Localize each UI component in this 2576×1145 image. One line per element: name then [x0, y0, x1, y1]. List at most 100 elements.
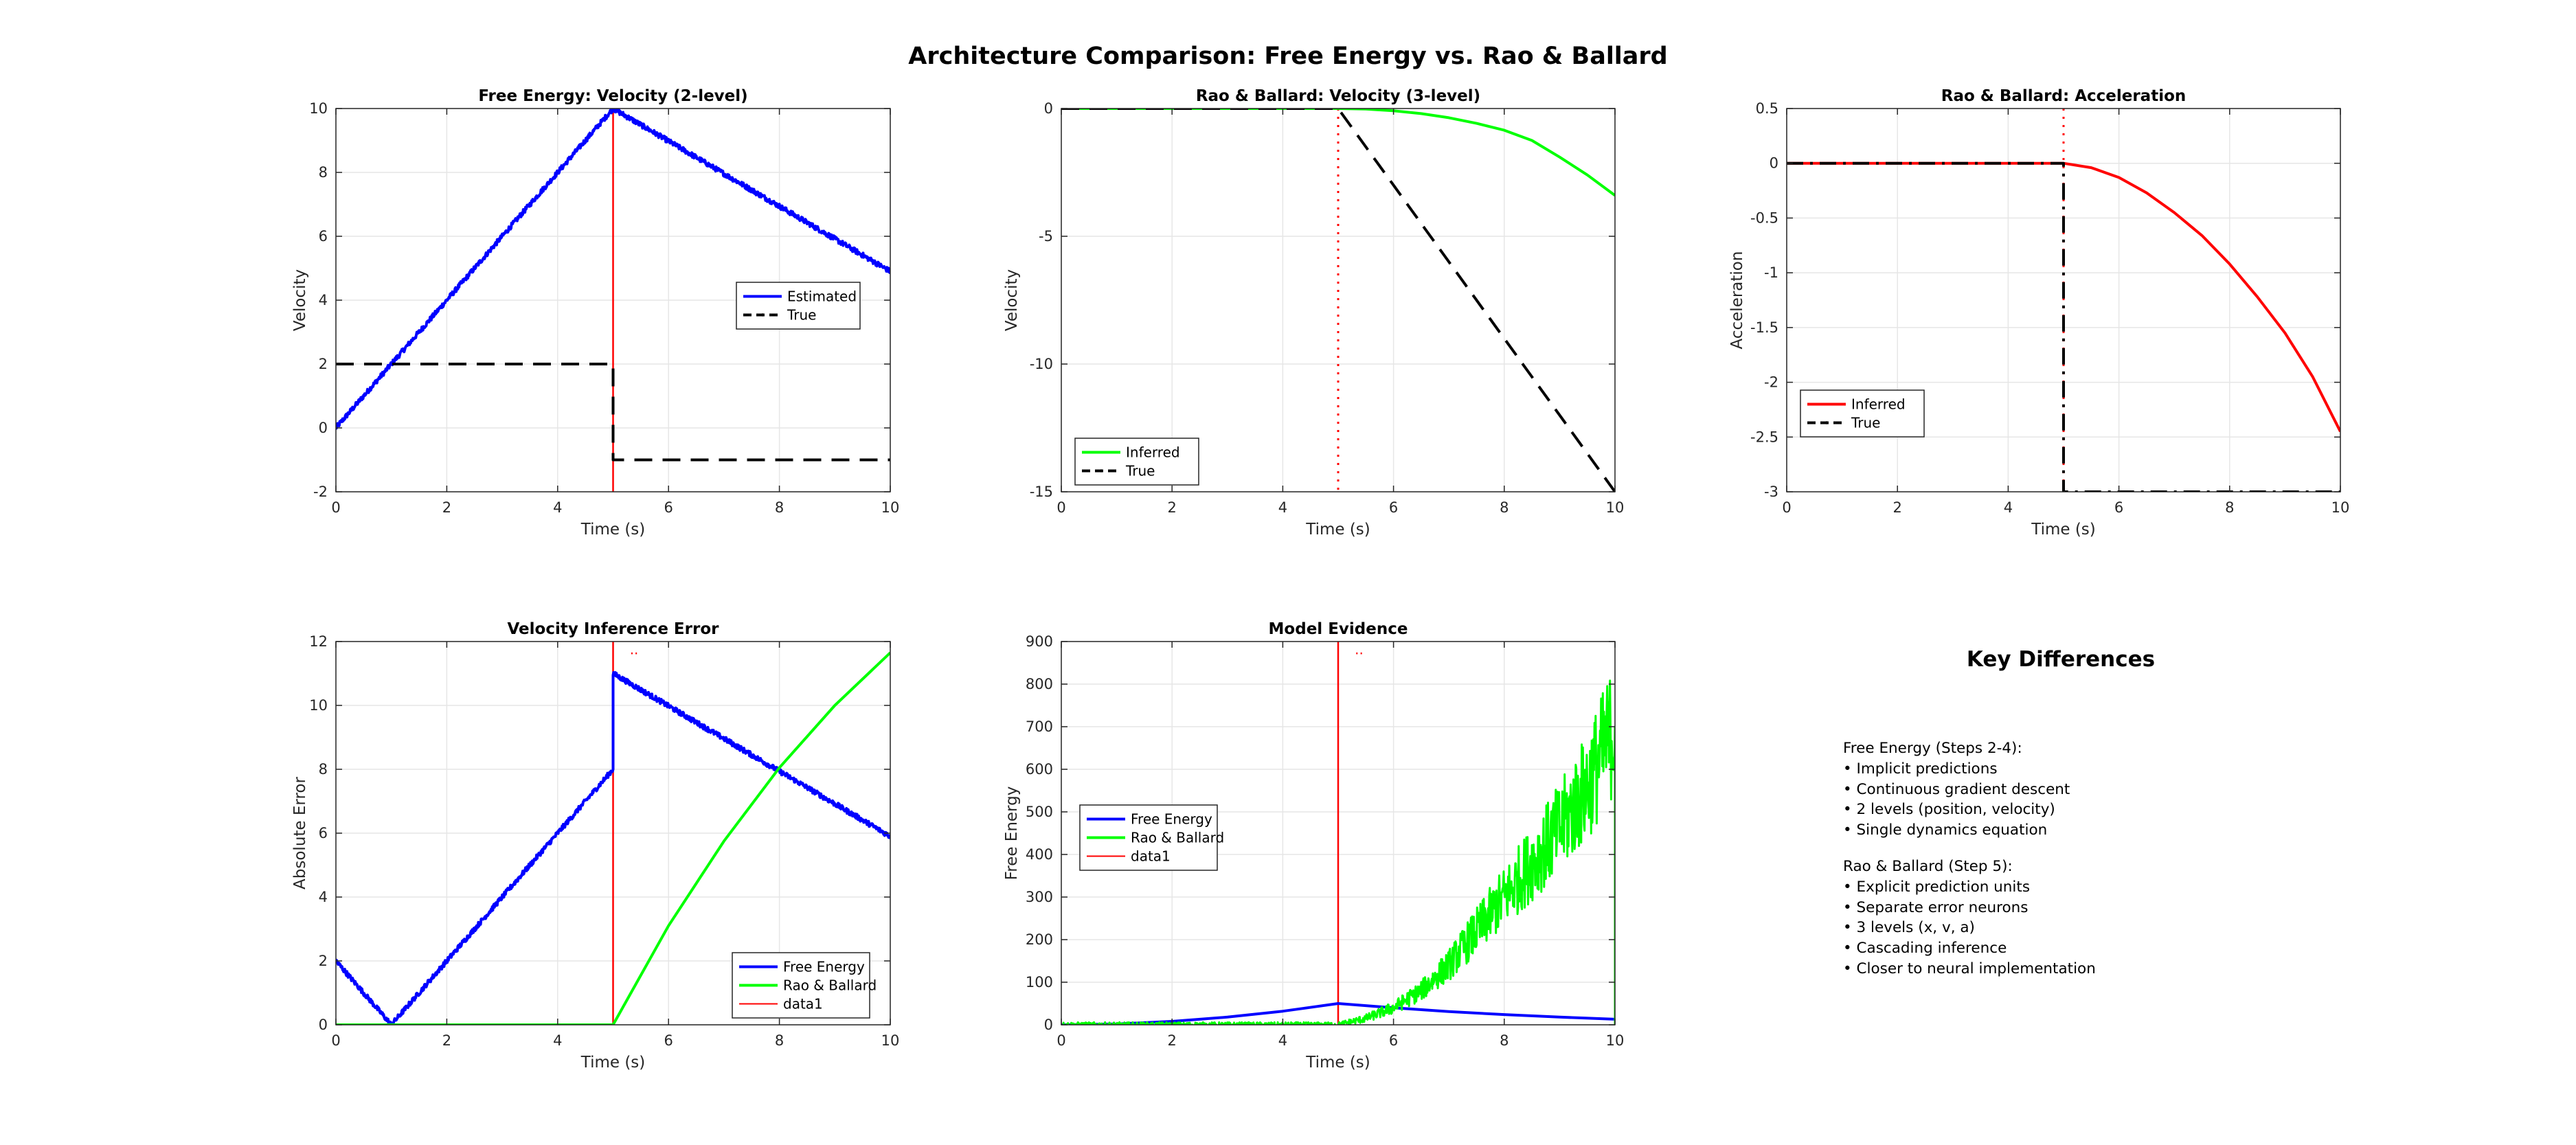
chart-rb-acceleration: 0 2 4 6 8 10 -3 -2.5 -2 -1.5 -1 -0.5 0 0.5 Rao & Balla…	[1728, 87, 2349, 539]
rao-ballard-point: • Cascading inference	[1843, 940, 2007, 957]
rao-ballard-point: • Separate error neurons	[1843, 898, 2029, 916]
y-tick-label: -1.5	[1750, 319, 1778, 336]
x-tick-label: 4	[553, 499, 562, 516]
y-tick-label: 4	[319, 889, 328, 905]
legend-box	[736, 282, 861, 330]
x-tick-label: 10	[881, 499, 900, 516]
free-energy-point: • Implicit predictions	[1843, 760, 1998, 778]
rao-ballard-heading: Rao & Ballard (Step 5):	[1843, 858, 2013, 875]
y-tick-label: -15	[1030, 484, 1053, 500]
free-energy-notes: Free Energy (Steps 2-4): • Implicit pred…	[1843, 738, 2070, 841]
x-tick-label: 10	[1606, 499, 1625, 516]
free-energy-heading: Free Energy (Steps 2-4):	[1843, 740, 2022, 757]
x-tick-label: 2	[442, 1032, 451, 1049]
y-tick-label: 100	[1026, 974, 1053, 990]
chart-title: Rao & Ballard: Acceleration	[1941, 87, 2187, 105]
y-tick-label: 800	[1026, 676, 1053, 692]
series-line-rao-ballard	[336, 651, 890, 1025]
x-tick-label: 2	[442, 499, 451, 516]
rao-ballard-point: • 3 levels (x, v, a)	[1843, 919, 1975, 937]
legend-label: Inferred	[1851, 396, 1906, 413]
x-tick-label: 6	[1389, 1032, 1398, 1049]
series-group	[336, 642, 890, 1025]
x-tick-label: 8	[1500, 499, 1509, 516]
chart-title: Free Energy: Velocity (2-level)	[478, 87, 747, 105]
x-tick-label: 4	[1278, 499, 1287, 516]
chart-title: Model Evidence	[1269, 620, 1408, 638]
marker-text: ..	[1355, 642, 1364, 658]
y-tick-label: -0.5	[1750, 209, 1778, 226]
x-axis-label: Time (s)	[580, 521, 646, 539]
x-tick-label: 6	[664, 1032, 673, 1049]
y-tick-label: 0	[1044, 100, 1053, 117]
y-axis-label: Free Energy	[1003, 786, 1021, 881]
rao-ballard-point: • Explicit prediction units	[1843, 878, 2031, 896]
y-tick-label: 400	[1026, 846, 1053, 863]
y-tick-label: 0	[1770, 155, 1778, 172]
x-axis-label: Time (s)	[580, 1054, 646, 1072]
x-tick-label: 10	[881, 1032, 900, 1049]
y-tick-label: 6	[319, 228, 328, 245]
x-tick-label: 2	[1168, 1032, 1177, 1049]
rao-ballard-point: • Closer to neural implementation	[1843, 960, 2096, 977]
legend-label: Free Energy	[1131, 811, 1212, 828]
x-axis-label: Time (s)	[1305, 521, 1370, 539]
y-tick-label: 0	[319, 1017, 328, 1033]
x-tick-label: 6	[664, 499, 673, 516]
x-tick-label: 0	[331, 499, 340, 516]
legend-label: data1	[1131, 848, 1171, 865]
x-tick-label: 10	[1606, 1032, 1625, 1049]
y-tick-label: 0	[319, 420, 328, 436]
x-axis-label: Time (s)	[1305, 1054, 1370, 1072]
x-axis-label: Time (s)	[2031, 521, 2096, 539]
rao-ballard-notes: Rao & Ballard (Step 5): • Explicit predi…	[1843, 857, 2096, 979]
x-tick-label: 8	[1500, 1032, 1509, 1049]
y-tick-label: 10	[309, 697, 328, 714]
x-tick-label: 4	[1278, 1032, 1287, 1049]
legend-dot	[1824, 421, 1829, 424]
axes-box	[1061, 108, 1616, 492]
legend-dot	[760, 313, 765, 317]
y-tick-label: 900	[1026, 633, 1053, 650]
y-tick-label: -2	[1764, 374, 1778, 391]
y-axis-label: Absolute Error	[291, 777, 309, 889]
legend: Inferred True	[1074, 438, 1199, 486]
x-tick-label: 6	[2114, 499, 2123, 516]
legend: Inferred True	[1800, 389, 1925, 438]
y-tick-label: -3	[1764, 484, 1778, 500]
series-line-true	[1787, 161, 2340, 492]
x-tick-label: 8	[775, 1032, 784, 1049]
y-tick-label: -10	[1030, 356, 1053, 372]
y-tick-label: 600	[1026, 761, 1053, 778]
y-tick-label: -2	[313, 484, 328, 500]
y-tick-label: 2	[319, 953, 328, 969]
y-tick-label: 0	[1044, 1017, 1053, 1033]
x-tick-label: 0	[1782, 499, 1791, 516]
legend-box	[1074, 438, 1199, 486]
legend-dot	[1099, 469, 1103, 473]
x-tick-label: 2	[1168, 499, 1177, 516]
free-energy-point: • 2 levels (position, velocity)	[1843, 801, 2055, 819]
y-tick-label: 0.5	[1756, 100, 1778, 117]
series-line-estimated	[336, 109, 890, 430]
legend: Estimated True	[736, 282, 861, 330]
series-group	[1787, 109, 2340, 492]
chart-title: Rao & Ballard: Velocity (3-level)	[1196, 87, 1480, 105]
chart-velocity-error: 0 2 4 6 8 10 0 2 4 6 8 10 12 Velocity Inference Error…	[291, 620, 899, 1072]
x-tick-label: 8	[2225, 499, 2234, 516]
y-tick-label: -5	[1039, 228, 1053, 245]
x-tick-label: 8	[775, 499, 784, 516]
y-tick-label: 12	[309, 633, 328, 650]
y-tick-label: 2	[319, 356, 328, 372]
axes-box	[1786, 108, 2341, 492]
legend-label: Free Energy	[783, 959, 865, 975]
series-group	[1061, 642, 1615, 1025]
key-differences-title: Key Differences	[1966, 647, 2156, 672]
free-energy-point: • Continuous gradient descent	[1843, 780, 2070, 798]
y-tick-label: 300	[1026, 889, 1053, 905]
legend-label: Rao & Ballard	[1131, 830, 1224, 846]
x-tick-label: 6	[1389, 499, 1398, 516]
